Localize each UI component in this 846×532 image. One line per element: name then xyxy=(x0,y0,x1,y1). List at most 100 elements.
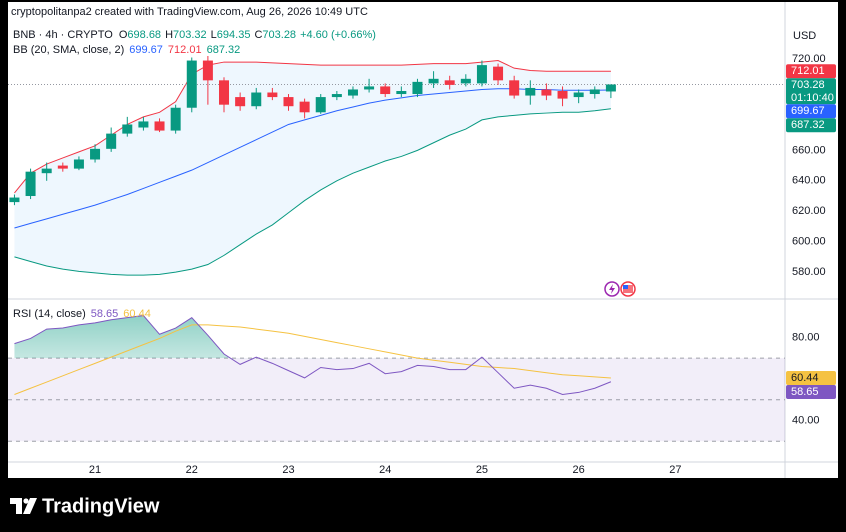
ohlc-label: C xyxy=(254,29,262,41)
candle-body xyxy=(525,87,536,96)
ohlc-label: H xyxy=(165,29,173,41)
ohlc-value: 694.35 xyxy=(217,29,251,41)
candle-body xyxy=(476,65,487,84)
y-tick-label: 600.00 xyxy=(792,236,826,248)
candle-body xyxy=(138,121,149,128)
candle-body xyxy=(299,101,310,113)
candle-body xyxy=(428,78,439,84)
indicator-value: 712.01 xyxy=(168,44,202,56)
indicator: RSI (14, close) xyxy=(13,308,86,320)
candle-body xyxy=(460,78,471,84)
candle-body xyxy=(90,148,101,160)
price-badge-label: 699.67 xyxy=(791,105,825,117)
logo-mark xyxy=(10,498,22,514)
x-tick-label: 25 xyxy=(476,464,488,476)
candle-body xyxy=(251,92,262,107)
indicator-value: 58.65 xyxy=(91,308,119,320)
currency: USD xyxy=(793,30,816,42)
price-badge xyxy=(786,118,836,133)
y-tick-label: 580.00 xyxy=(792,266,826,278)
candle-body xyxy=(589,89,600,95)
price-badge-label: 687.32 xyxy=(791,119,825,131)
candle-body xyxy=(412,81,423,95)
candle-body xyxy=(25,171,36,197)
candle-body xyxy=(235,97,246,107)
price-badge-label: 60.44 xyxy=(791,372,819,384)
brand-logo: TradingView xyxy=(10,495,160,517)
indicator-value: 687.32 xyxy=(207,44,241,56)
x-tick-label: 24 xyxy=(379,464,391,476)
indicator-value: 60.44 xyxy=(123,308,151,320)
x-tick-label: 27 xyxy=(669,464,681,476)
candle-body xyxy=(396,90,407,95)
candle-body xyxy=(41,168,52,174)
candle-body xyxy=(154,121,165,131)
candle-body xyxy=(202,60,213,81)
brand: TradingView xyxy=(42,495,160,517)
ohlc-value: 703.32 xyxy=(173,29,207,41)
y-tick-label: 720.00 xyxy=(792,53,826,65)
change: +4.60 (+0.66%) xyxy=(300,29,376,41)
rsi-line xyxy=(14,324,611,395)
candle-body xyxy=(364,86,375,90)
candle-body xyxy=(57,165,68,169)
price-badge xyxy=(786,64,836,79)
candle-body xyxy=(219,80,230,105)
y-tick-label: 40.00 xyxy=(792,414,820,426)
x-tick-label: 23 xyxy=(282,464,294,476)
band-line xyxy=(14,60,611,194)
price-badge xyxy=(786,104,836,119)
logo-mark xyxy=(23,498,37,514)
band-fill xyxy=(14,60,611,276)
candle-body xyxy=(347,89,358,96)
ohlc-value: 703.28 xyxy=(262,29,296,41)
legend: BB (20, SMA, close, 2) 699.67 712.01 687.32 xyxy=(13,44,240,56)
y-tick-label: 80.00 xyxy=(792,331,820,343)
ohlc-value: 698.68 xyxy=(127,29,161,41)
x-tick-label: 26 xyxy=(573,464,585,476)
price-badge-label: 712.01 xyxy=(791,65,825,77)
candle-body xyxy=(605,84,616,92)
price-badge xyxy=(786,78,836,105)
band-line xyxy=(14,108,611,276)
countdown: 01:10:40 xyxy=(791,92,834,104)
candle-body xyxy=(493,66,504,81)
candle-body xyxy=(267,92,278,98)
candle-body xyxy=(122,124,133,134)
price-badge xyxy=(786,385,836,400)
ohlc-label: O xyxy=(119,29,128,41)
event-icons xyxy=(604,281,636,297)
y-tick-label: 620.00 xyxy=(792,205,826,217)
candle-body xyxy=(186,60,197,108)
candle-body xyxy=(444,80,455,85)
rsi-line xyxy=(14,315,612,396)
y-tick-label: 640.00 xyxy=(792,175,826,187)
price-badge-label: 703.28 xyxy=(791,79,825,91)
y-tick-label: 660.00 xyxy=(792,144,826,156)
price-badge xyxy=(786,371,836,386)
x-tick-label: 21 xyxy=(89,464,101,476)
overbought-fill xyxy=(14,315,611,359)
indicator: BB (20, SMA, close, 2) xyxy=(13,44,124,56)
candle-body xyxy=(315,97,326,113)
legend: RSI (14, close) 58.65 60.44 xyxy=(13,308,151,320)
plot-layer: 720.00 660.00 640.00 620.00 600.00 580.00 80.0… xyxy=(8,53,836,476)
ohlc-label: L xyxy=(211,29,217,41)
logo-dot xyxy=(23,498,29,504)
candle-body xyxy=(509,80,520,96)
level-band xyxy=(8,358,785,442)
legend: BNB · 4h · CRYPTO O698.68 H703.32 L694.35 C7… xyxy=(13,29,376,41)
price-badge-label: 58.65 xyxy=(791,386,819,398)
chart-area xyxy=(8,2,838,478)
candle-body xyxy=(170,107,181,131)
candle-body xyxy=(573,92,584,98)
candle-body xyxy=(283,97,294,107)
candle-body xyxy=(380,86,391,95)
candle-body xyxy=(106,133,117,149)
flag-canton xyxy=(623,285,628,289)
candle-body xyxy=(331,94,342,98)
candle-body xyxy=(557,90,568,99)
symbol: BNB · 4h · CRYPTO xyxy=(13,29,113,41)
lightning xyxy=(609,284,615,294)
